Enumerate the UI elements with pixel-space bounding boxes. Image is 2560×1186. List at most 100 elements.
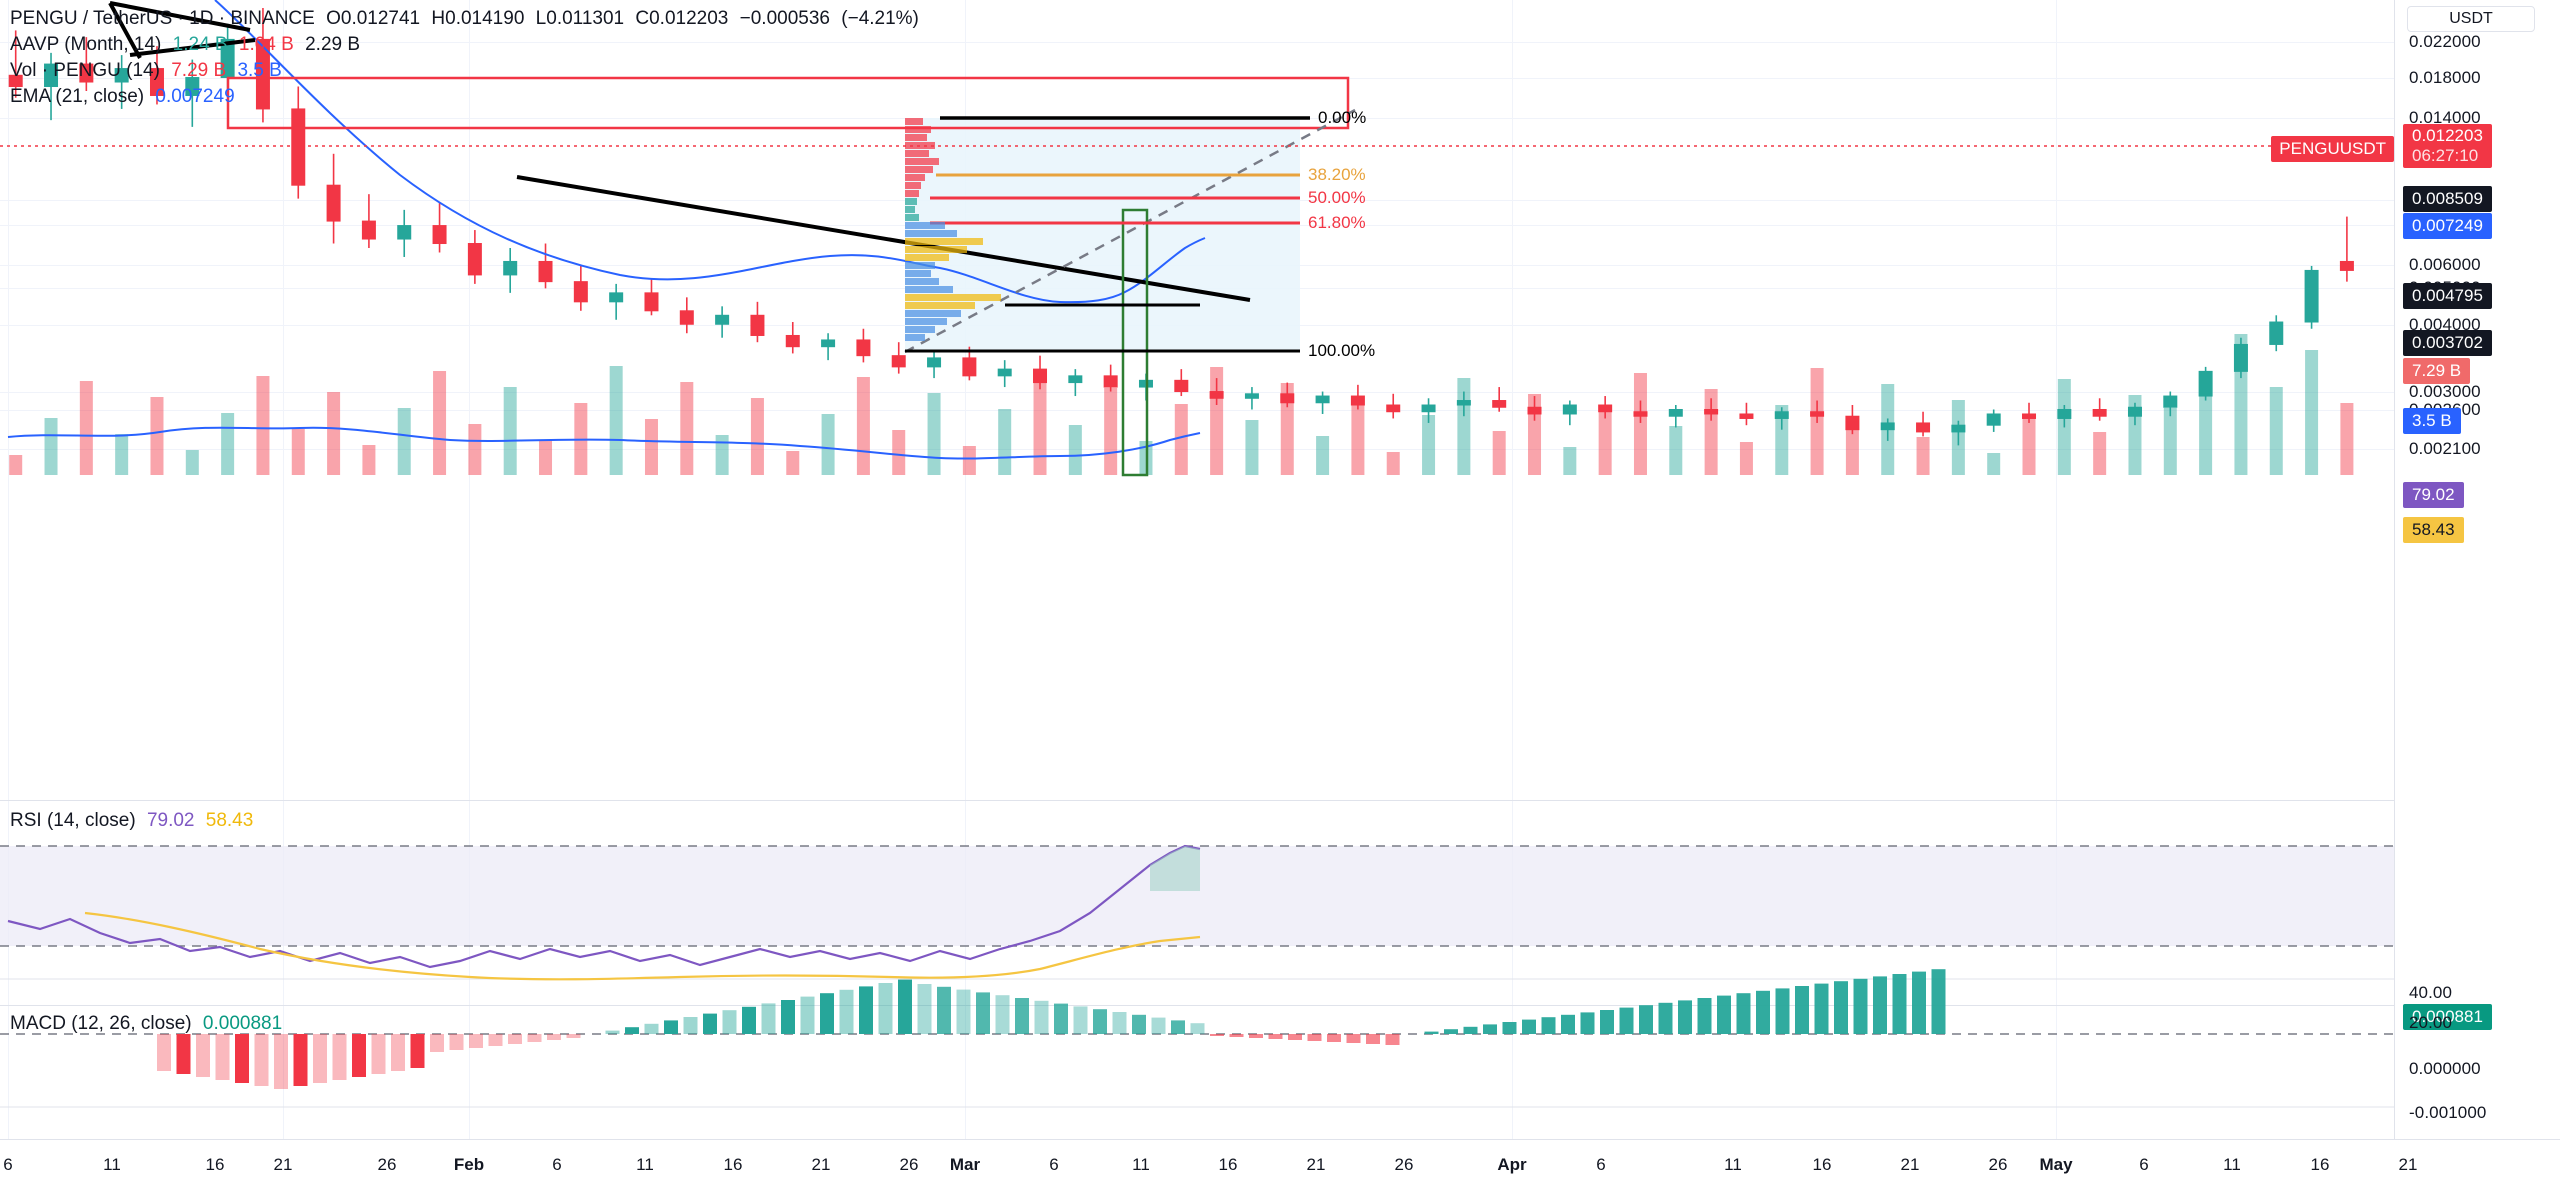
indicator-name-aavp[interactable]: AAVP (Month, 14) <box>10 34 162 55</box>
candle <box>573 281 588 303</box>
macd-histogram-bar <box>469 1034 483 1048</box>
indicator-name-volume[interactable]: Vol · PENGU (14) <box>10 60 160 81</box>
indicator-row-volume[interactable]: Vol · PENGU (14) 7.29 B 3.5 B <box>10 58 919 84</box>
macd-histogram-bar <box>1541 1017 1556 1034</box>
volume-bar <box>1457 378 1471 475</box>
macd-histogram-bar <box>1190 1023 1205 1034</box>
ohlc-change: −0.000536 <box>739 8 830 29</box>
macd-histogram-bar <box>1346 1034 1361 1043</box>
macd-histogram-bar <box>566 1034 581 1038</box>
time-tick-27: 21 <box>2398 1155 2418 1174</box>
volume-bar <box>715 435 729 475</box>
currency-label: USDT <box>2449 10 2493 27</box>
macd-histogram-bar <box>1756 990 1770 1034</box>
candle <box>361 220 376 240</box>
macd-histogram-bar <box>274 1034 288 1089</box>
rsi-pane[interactable] <box>0 800 2394 1005</box>
price-level-badge-2[interactable]: 0.004795 <box>2403 283 2492 309</box>
macd-badge[interactable]: 0.000881 <box>2403 1004 2492 1030</box>
candle <box>1315 395 1330 404</box>
time-tick-12: 6 <box>1049 1155 1059 1174</box>
price-level-badge-1[interactable]: 0.008509 <box>2403 186 2492 212</box>
volume-bar <box>1916 437 1930 475</box>
candle <box>1774 411 1789 419</box>
macd-histogram-bar <box>1717 995 1731 1034</box>
macd-histogram-bar <box>1639 1005 1653 1034</box>
candle <box>185 77 200 96</box>
candle <box>2163 395 2178 408</box>
candle <box>997 368 1012 377</box>
currency-chip[interactable]: USDT <box>2407 6 2535 32</box>
rsi-legend[interactable]: RSI (14, close) 79.02 58.43 <box>10 808 253 834</box>
rsi-ma-badge[interactable]: 58.43 <box>2403 517 2464 543</box>
price-pane[interactable]: 0.00% 38.20% 50.00% 61.80% 100.00% <box>0 0 2394 1139</box>
candle <box>44 63 59 88</box>
macd-histogram-bar <box>1736 993 1751 1034</box>
volume-bar <box>2340 403 2354 475</box>
volume-profile-bar <box>905 158 939 165</box>
volume-bar <box>1881 384 1895 475</box>
symbol-title[interactable]: PENGU / TetherUS <box>10 8 173 29</box>
volume-profile-bar <box>905 118 923 125</box>
indicator-name-ema[interactable]: EMA (21, close) <box>10 86 145 107</box>
volume-bar <box>1951 400 1965 475</box>
current-price-badge[interactable]: 0.012203 06:27:10 <box>2403 124 2492 168</box>
macd-pane[interactable] <box>0 969 2394 1139</box>
indicator-row-aavp[interactable]: AAVP (Month, 14) 1.24 B 1.04 B 2.29 B <box>10 32 919 58</box>
price-level-badge-1-value: 0.008509 <box>2412 189 2483 208</box>
aavp-value-2: 1.04 B <box>238 34 294 55</box>
candle <box>856 339 871 357</box>
volume-bar <box>2305 350 2319 475</box>
price-axis[interactable]: USDT 0.0220000.0180000.0140000.0090000.0… <box>2394 0 2560 1139</box>
volume-bar <box>1033 372 1047 475</box>
macd-histogram-bar <box>1931 969 1946 1034</box>
volume-bar <box>1386 452 1400 475</box>
symbol-header-row[interactable]: PENGU / TetherUS · 1D · BINANCE O0.01274… <box>10 8 919 29</box>
volume-ma-badge-value: 3.5 B <box>2412 411 2452 430</box>
candle <box>2092 408 2107 417</box>
candle <box>1562 404 1577 415</box>
rsi-badge[interactable]: 79.02 <box>2403 482 2464 508</box>
macd-histogram-bar <box>839 989 854 1034</box>
macd-histogram-bar <box>1054 1003 1068 1034</box>
indicator-name-rsi[interactable]: RSI (14, close) <box>10 810 136 831</box>
macd-histogram-bar <box>1678 1000 1692 1034</box>
fib-label-382: 38.20% <box>1308 165 1366 184</box>
volume-profile-bar <box>905 238 983 245</box>
ohlc-low-value: 0.011301 <box>546 8 625 29</box>
current-price-badge-value: 0.012203 <box>2412 126 2483 145</box>
macd-histogram-bar <box>898 979 912 1034</box>
candle <box>644 292 659 312</box>
macd-histogram-bar <box>820 993 834 1034</box>
macd-histogram-bar <box>1912 971 1926 1034</box>
macd-legend[interactable]: MACD (12, 26, close) 0.000881 <box>10 1011 282 1037</box>
macd-histogram-bar <box>742 1006 756 1034</box>
price-level-badge-3[interactable]: 0.003702 <box>2403 330 2492 356</box>
volume-profile-bar <box>905 150 929 157</box>
interval-label[interactable]: 1D <box>189 8 214 29</box>
rsi-ma-badge-value: 58.43 <box>2412 520 2455 539</box>
macd-histogram-bar <box>1112 1012 1127 1034</box>
volume-bar <box>1598 410 1612 475</box>
candle <box>326 184 341 222</box>
candle <box>1880 422 1895 431</box>
volume-bar <box>1422 415 1436 475</box>
volume-badge[interactable]: 7.29 B <box>2403 358 2471 384</box>
ohlc-high-label: H <box>431 8 446 29</box>
indicator-row-ema[interactable]: EMA (21, close) 0.007249 <box>10 84 919 110</box>
volume-bar <box>1987 453 2001 475</box>
volume-bar <box>2234 334 2248 475</box>
candle <box>821 339 836 348</box>
candle <box>1421 404 1436 413</box>
macd-histogram-bar <box>527 1034 542 1042</box>
time-axis[interactable]: 6 11 16 21 26 Feb 6 11 16 21 26 Mar 6 11 16 21 26 Apr 6 11 1… <box>0 1139 2560 1186</box>
indicator-name-macd[interactable]: MACD (12, 26, close) <box>10 1013 192 1034</box>
ema-badge[interactable]: 0.007249 <box>2403 213 2492 239</box>
time-tick-16: 26 <box>1394 1155 1414 1174</box>
rsi-ma-value: 58.43 <box>205 810 254 831</box>
volume-ma-badge[interactable]: 3.5 B <box>2403 408 2461 434</box>
volume-bar <box>503 387 517 475</box>
price-legend: PENGU / TetherUS · 1D · BINANCE O0.01274… <box>10 6 919 110</box>
macd-histogram-bar <box>1892 974 1907 1034</box>
macd-histogram-bar <box>1483 1024 1497 1034</box>
